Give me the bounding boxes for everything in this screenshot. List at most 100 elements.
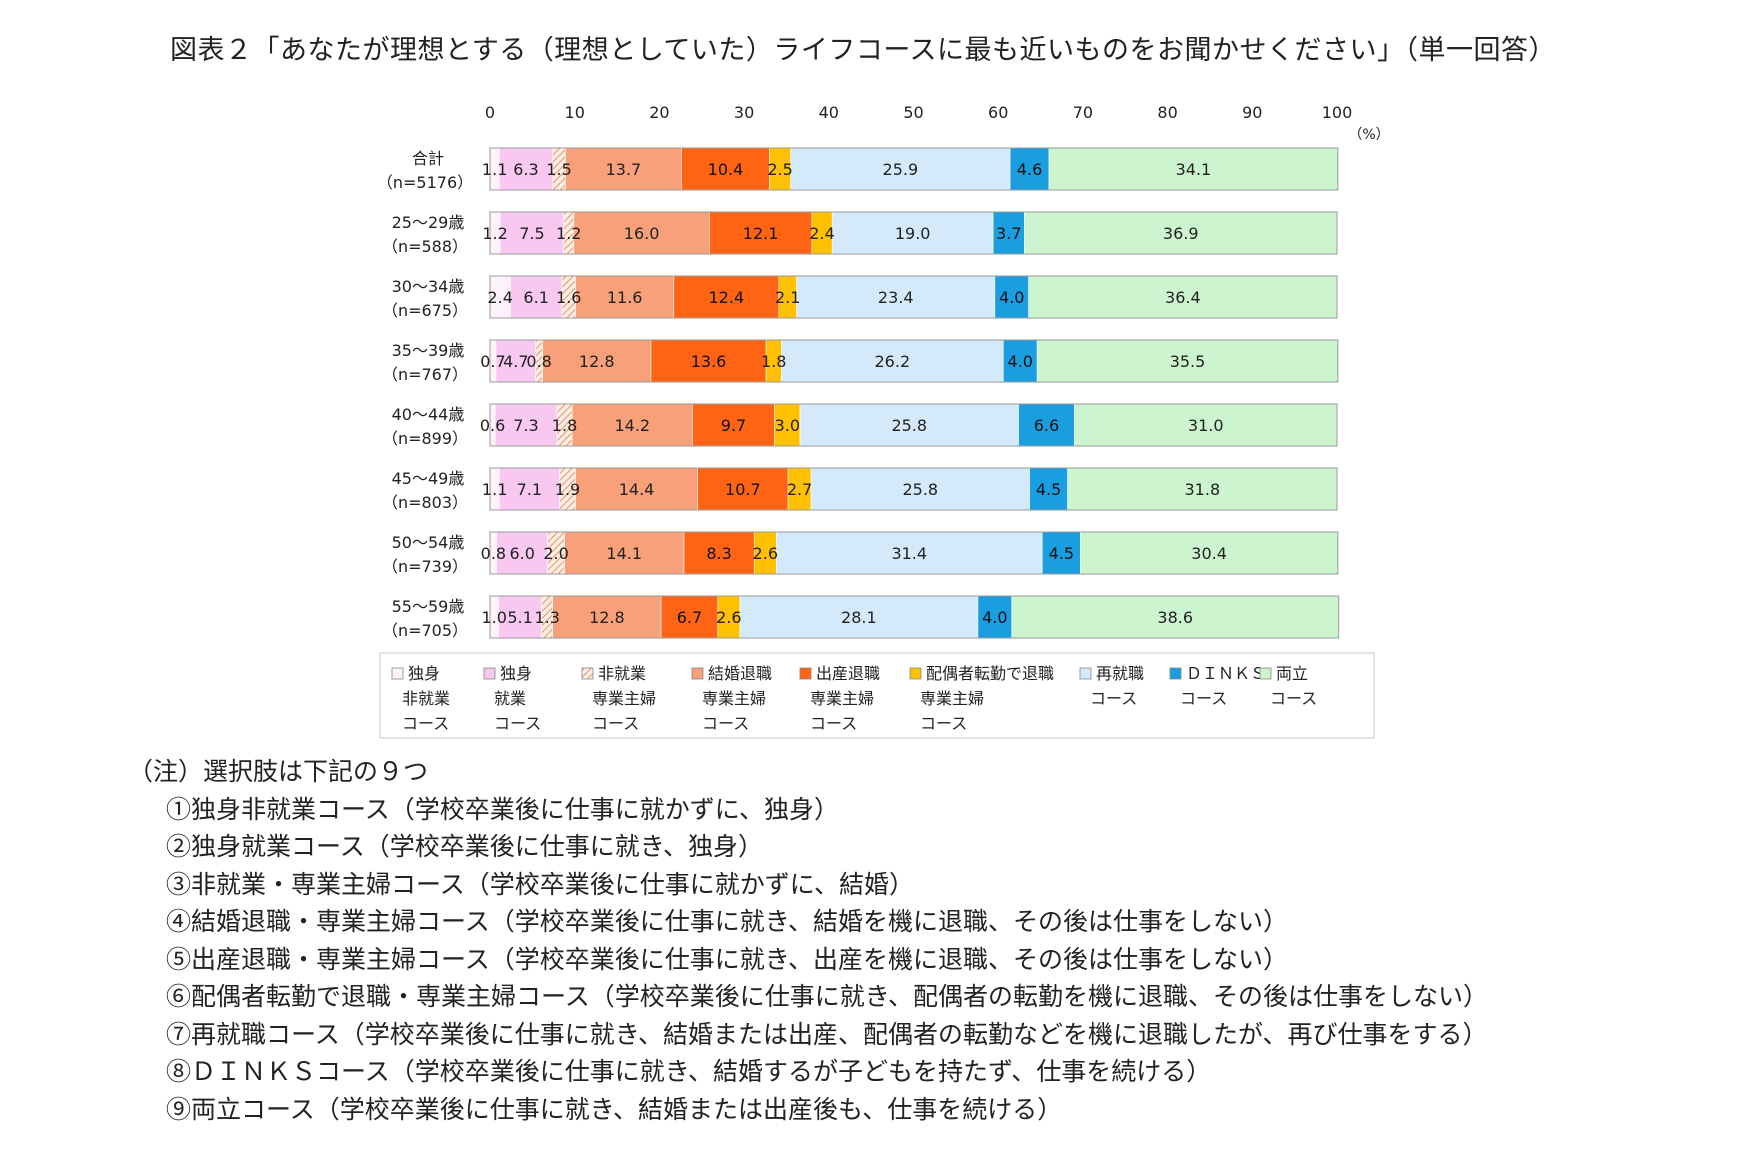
data-label: 2.4 xyxy=(487,288,512,307)
data-label: 16.0 xyxy=(624,224,660,243)
bar-segment xyxy=(977,595,1013,639)
bar-segment xyxy=(681,147,770,191)
bar-segment xyxy=(683,531,755,575)
data-label: 31.8 xyxy=(1185,480,1221,499)
category-label: 55～59歳 xyxy=(392,597,465,616)
bar-segment xyxy=(499,147,553,191)
data-label: 2.7 xyxy=(787,480,812,499)
legend-swatch xyxy=(483,667,496,680)
legend-swatch xyxy=(1259,667,1272,680)
data-label: 11.6 xyxy=(607,288,643,307)
bar-segment xyxy=(1028,275,1338,319)
data-label: 35.5 xyxy=(1170,352,1206,371)
x-tick-label: 80 xyxy=(1157,103,1177,122)
stacked-bar-chart: 0 10 20 30 40 50 60 70 80 90 100 （%） 合計 （n=5176） 25～2… xyxy=(377,103,1390,739)
bar-segment xyxy=(1048,147,1339,191)
data-label: 1.3 xyxy=(534,608,559,627)
data-label: 14.2 xyxy=(614,416,650,435)
data-label: 1.0 xyxy=(482,608,507,627)
data-label: 19.0 xyxy=(895,224,931,243)
category-labels: 合計 （n=5176） 25～29歳 （n=588） 30～34歳 （n=675） 35～3… xyxy=(377,149,473,640)
x-tick-label: 10 xyxy=(565,103,585,122)
bar-segment xyxy=(1029,467,1068,511)
category-n-label: （n=675） xyxy=(382,301,468,320)
legend-label: 配偶者転勤で退職 xyxy=(926,664,1054,683)
bar-segment xyxy=(510,275,563,319)
legend-swatch xyxy=(391,667,404,680)
bars: 1.1 6.3 1.5 13.7 10.4 2.5 25.9 4.6 34.1 1.2 7.5 1.2… xyxy=(480,147,1340,639)
bar-segment xyxy=(796,275,996,319)
category-label: 40～44歳 xyxy=(392,405,465,424)
data-label: 36.9 xyxy=(1163,224,1199,243)
note-item-5: ⑤出産退職・専業主婦コース（学校卒業後に仕事に就き、出産を機に退職、その後は仕事… xyxy=(166,944,1289,974)
note-item-6: ⑥配偶者転勤で退職・専業主婦コース（学校卒業後に仕事に就き、配偶者の転勤を機に退… xyxy=(166,982,1489,1011)
legend-label: 独身 xyxy=(500,664,532,683)
data-label: 4.0 xyxy=(1007,352,1032,371)
legend-label: 専業主婦 xyxy=(810,689,874,708)
legend-label: 非就業 xyxy=(402,689,450,708)
legend-label: コース xyxy=(592,714,639,733)
legend-swatch xyxy=(1169,667,1182,680)
category-n-label: （n=705） xyxy=(382,621,468,640)
x-tick-label: 20 xyxy=(649,103,669,122)
legend-label: コース xyxy=(402,714,449,733)
x-tick-label: 90 xyxy=(1242,103,1262,122)
data-label: 7.3 xyxy=(513,416,538,435)
bar-segment xyxy=(660,595,719,639)
bar-outline xyxy=(489,275,1338,319)
data-label: 7.1 xyxy=(517,480,542,499)
bar-outline xyxy=(489,595,1340,639)
bar-segment xyxy=(994,275,1029,319)
data-label: 2.6 xyxy=(753,544,778,563)
legend-label: 非就業 xyxy=(598,664,646,683)
category-n-label: （n=588） xyxy=(382,237,468,256)
data-label: 6.7 xyxy=(677,608,702,627)
legend-label: コース xyxy=(1180,689,1227,708)
legend-swatch xyxy=(691,667,704,680)
data-label: 3.0 xyxy=(775,416,800,435)
data-label: 13.7 xyxy=(606,160,642,179)
data-label: 23.4 xyxy=(878,288,914,307)
bar-segment xyxy=(799,403,1019,447)
x-tick-label: 60 xyxy=(988,103,1008,122)
notes-heading: （注）選択肢は下記の９つ xyxy=(128,757,429,786)
data-label: 2.0 xyxy=(543,544,568,563)
data-label: 6.3 xyxy=(513,160,538,179)
bar-outline xyxy=(489,211,1338,255)
x-tick-label: 0 xyxy=(485,103,495,122)
data-label: 3.7 xyxy=(996,224,1021,243)
x-axis: 0 10 20 30 40 50 60 70 80 90 100 （%） xyxy=(485,103,1390,143)
bar-segment xyxy=(1074,403,1338,447)
note-item-2: ②独身就業コース（学校卒業後に仕事に就き、独身） xyxy=(166,832,764,861)
bar-segment xyxy=(1067,467,1338,511)
bar-segment xyxy=(775,531,1043,575)
bar-outline xyxy=(489,339,1339,383)
bar-segment xyxy=(565,147,682,191)
data-label: 28.1 xyxy=(841,608,877,627)
category-label: 30～34歳 xyxy=(392,277,465,296)
legend-frame xyxy=(379,652,1375,739)
category-n-label: （n=803） xyxy=(382,493,468,512)
data-label: 0.6 xyxy=(480,416,505,435)
data-label: 2.4 xyxy=(809,224,834,243)
data-label: 2.1 xyxy=(775,288,800,307)
legend-label: 両立 xyxy=(1276,664,1308,683)
data-label: 4.7 xyxy=(503,352,528,371)
data-label: 31.4 xyxy=(891,544,927,563)
data-label: 34.1 xyxy=(1176,160,1212,179)
bar-segment xyxy=(739,595,979,639)
x-tick-label: 50 xyxy=(903,103,923,122)
legend-label: 専業主婦 xyxy=(592,689,656,708)
legend-swatch xyxy=(581,667,594,680)
data-label: 14.1 xyxy=(606,544,642,563)
x-tick-label: 100 xyxy=(1322,103,1353,122)
data-label: 12.8 xyxy=(579,352,615,371)
data-label: 9.7 xyxy=(721,416,746,435)
bar-segment xyxy=(496,531,548,575)
data-label: 26.2 xyxy=(875,352,911,371)
data-label: 6.6 xyxy=(1034,416,1059,435)
legend-swatch xyxy=(1079,667,1092,680)
x-tick-label: 30 xyxy=(734,103,754,122)
category-n-label: （n=739） xyxy=(382,557,468,576)
legend-label: 結婚退職 xyxy=(708,664,772,683)
